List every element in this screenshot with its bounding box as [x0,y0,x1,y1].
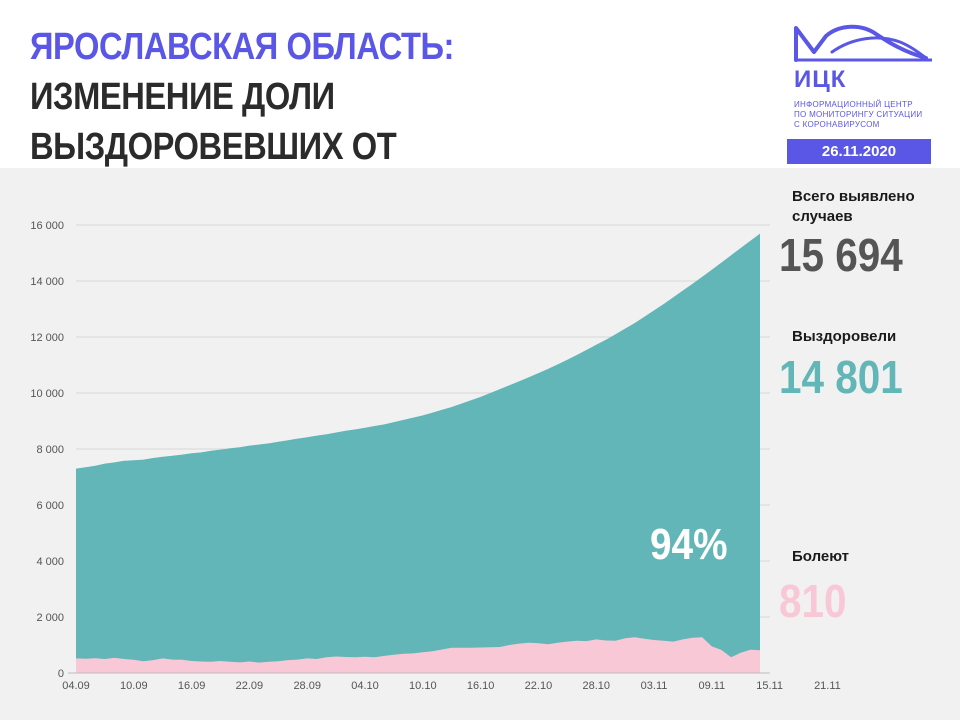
logo-subtitle-line: с коронавирусом [794,120,880,129]
series-area-active [76,637,760,673]
title-line1-rest: изменение доли [30,76,335,118]
x-tick-label: 22.10 [525,680,553,692]
y-tick-label: 0 [58,668,64,680]
x-tick-label: 16.09 [178,680,206,692]
x-tick-label: 10.09 [120,680,148,692]
logo-subtitle-line: Информационный центр [794,100,913,109]
x-tick-label: 15.11 [756,680,783,692]
y-tick-label: 12 000 [30,332,64,344]
sick-value: 810 [779,575,847,627]
x-tick-label: 28.10 [582,680,610,692]
y-tick-label: 10 000 [30,388,64,400]
y-tick-label: 2 000 [36,612,64,624]
x-tick-label: 04.09 [62,680,90,692]
total-cases-value: 15 694 [779,229,903,281]
area-chart: 0 2 000 4 000 6 000 8 000 10 000 12 000 14 000 1… [30,220,841,692]
total-cases-label: Всего выявлено случаев [792,187,915,227]
logo-subtitle: Информационный центр по мониторингу ситу… [794,100,954,130]
logo-subtitle-line: по мониторингу ситуации [794,110,923,119]
y-tick-label: 6 000 [36,500,64,512]
title-region: Ярославская область: [30,26,455,68]
x-tick-label: 21.11 [814,680,841,692]
logo: ИЦК Информационный центр по мониторингу … [792,22,942,142]
recovered-share-label: 94% [650,520,728,569]
x-tick-label: 16.10 [467,680,495,692]
y-tick-label: 4 000 [36,556,64,568]
series-area-total [76,233,760,673]
recovered-label: Выздоровели [792,328,897,345]
x-tick-label: 10.10 [409,680,437,692]
sick-label: Болеют [792,548,850,565]
y-tick-label: 16 000 [30,220,64,232]
logo-abbreviation: ИЦК [794,66,847,93]
total-cases-label-line1: Всего выявлено [792,188,915,205]
x-tick-label: 22.09 [236,680,264,692]
logo-mark-icon [794,24,932,62]
chart-panel: 0 2 000 4 000 6 000 8 000 10 000 12 000 14 000 1… [0,168,960,720]
recovered-value: 14 801 [779,351,903,403]
x-tick-label: 04.10 [351,680,379,692]
y-tick-label: 14 000 [30,276,64,288]
x-tick-label: 09.11 [698,680,725,692]
total-cases-label-line2: случаев [792,208,853,225]
y-tick-label: 8 000 [36,444,64,456]
x-tick-label: 28.09 [293,680,321,692]
x-tick-label: 03.11 [641,680,668,692]
header: Ярославская область: изменение доли вызд… [0,0,960,218]
date-badge: 26.11.2020 [787,139,931,164]
